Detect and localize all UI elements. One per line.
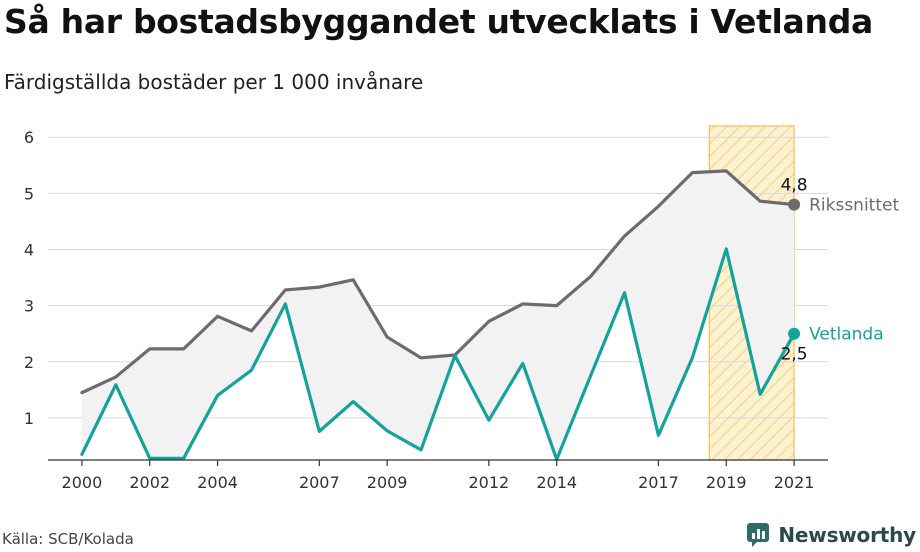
- x-tick-label: 2009: [367, 473, 408, 492]
- end-point-rikssnittet: [788, 198, 801, 211]
- y-tick-label: 1: [24, 409, 34, 428]
- newsworthy-logo-icon: [747, 523, 770, 547]
- axes: 1 2 3 4 5 6 2000 2002 2004 2007 2009 2012 2014 2017 20…: [24, 128, 828, 492]
- x-tick-label: 2000: [62, 473, 103, 492]
- source-note: Källa: SCB/Kolada: [2, 530, 134, 548]
- x-tick-label: 2019: [706, 473, 747, 492]
- series-lines: [80, 169, 796, 462]
- y-tick-label: 5: [24, 184, 34, 203]
- y-tick-label: 6: [24, 128, 34, 147]
- series-label-vetlanda: Vetlanda: [809, 325, 884, 345]
- y-tick-label: 4: [24, 240, 34, 259]
- series-end-points: [788, 198, 801, 340]
- series-label-rikssnittet: Rikssnittet: [809, 196, 899, 216]
- value-label-rikssnittet: 4,8: [781, 176, 808, 196]
- y-tick-label: 2: [24, 353, 34, 372]
- chart-subtitle: Färdigställda bostäder per 1 000 invånar…: [4, 70, 424, 94]
- x-tick-label: 2002: [129, 473, 170, 492]
- end-point-vetlanda: [788, 327, 801, 340]
- value-label-vetlanda: 2,5: [781, 345, 808, 365]
- x-tick-label: 2012: [469, 473, 510, 492]
- series-line-vetlanda: [80, 247, 796, 462]
- x-tick-label: 2021: [774, 473, 815, 492]
- series-gap-area: [81, 170, 795, 460]
- series-line-rikssnittet: [80, 169, 796, 395]
- gap-area: [81, 170, 795, 460]
- brand-logo[interactable]: Newsworthy: [746, 520, 916, 550]
- x-tick-label: 2007: [299, 473, 340, 492]
- y-tick-label: 3: [24, 297, 34, 316]
- x-tick-label: 2017: [638, 473, 679, 492]
- chart-title: Så har bostadsbyggandet utvecklats i Vet…: [4, 2, 874, 41]
- x-tick-label: 2004: [197, 473, 238, 492]
- brand-name: Newsworthy: [778, 523, 916, 547]
- x-tick-label: 2014: [536, 473, 577, 492]
